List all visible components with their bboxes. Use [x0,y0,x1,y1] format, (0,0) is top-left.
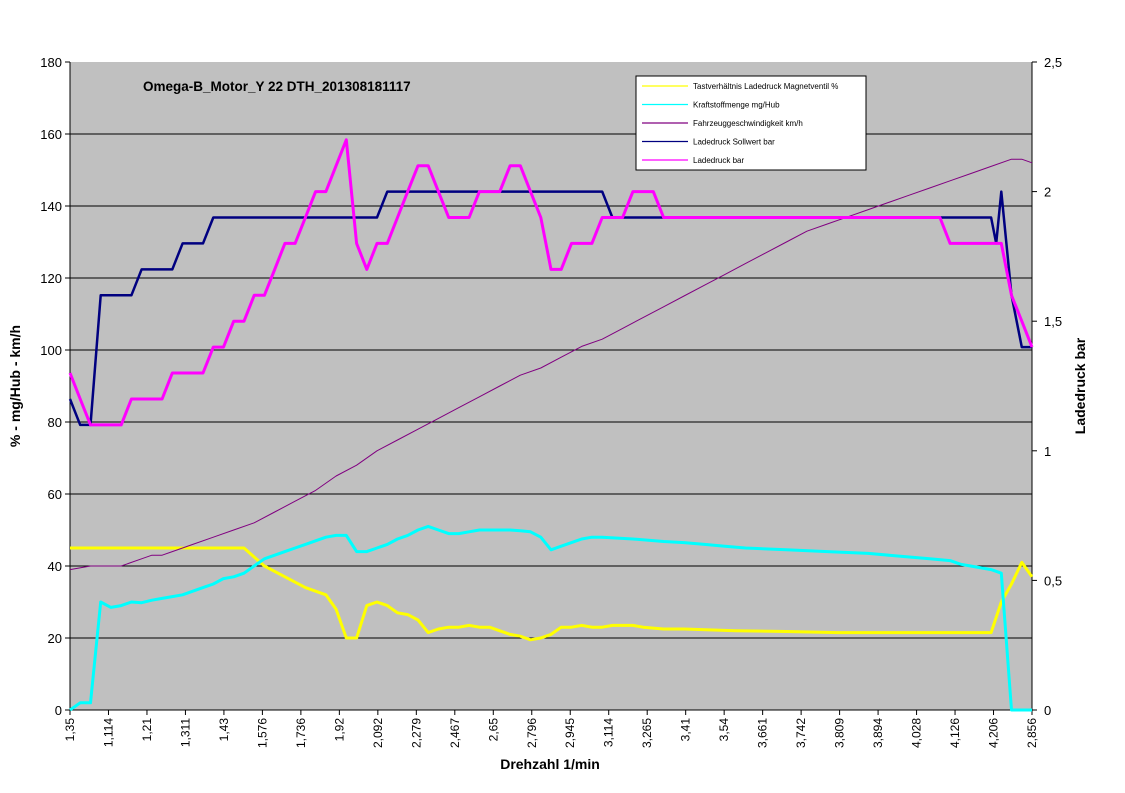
x-tick-label: 2,65 [486,718,500,742]
y-tick-label: 120 [40,271,62,286]
y-tick-label: 180 [40,55,62,70]
y2-tick-label: 2 [1044,185,1051,200]
x-tick-label: 2,467 [448,718,462,748]
y-axis-left: 0 20 40 60 80 100 120 140 160 180 [40,55,71,718]
x-tick-label: 3,114 [602,718,616,747]
y-tick-label: 60 [48,487,62,502]
x-tick-label: 4,206 [987,718,1001,748]
series-line [68,138,1034,427]
y-axis-right: 0 0,5 1 1,5 2 2,5 [1031,55,1062,718]
x-tick-label: 3,894 [871,718,885,748]
y-tick-label: 20 [48,631,62,646]
x-tick-label: 4,028 [910,718,924,748]
y2-tick-label: 1 [1044,444,1051,459]
x-tick-label: 4,126 [948,718,962,748]
y2-tick-label: 2,5 [1044,55,1062,70]
x-tick-label: 1,736 [294,718,308,748]
x-tick-label: 3,809 [833,718,847,748]
y-tick-label: 160 [40,127,62,142]
x-tick-label: 3,742 [794,718,808,748]
x-tick-label: 1,43 [217,718,231,742]
x-tick-label: 1,114 [101,718,115,747]
legend-label: Tastverhältnis Ladedruck Magnetventil % [693,82,838,91]
series-line [70,546,1034,642]
x-axis-title: Drehzahl 1/min [500,756,600,772]
x-tick-label: 2,945 [563,718,577,748]
chart-title: Omega-B_Motor_Y 22 DTH_201308181117 [143,79,411,94]
y-tick-label: 40 [48,559,62,574]
x-tick-label: 3,54 [717,718,731,742]
x-tick-label: 1,576 [255,718,269,748]
legend-label: Kraftstoffmenge mg/Hub [693,101,780,110]
legend-label: Ladedruck bar [693,156,744,165]
series-line [69,158,1033,571]
x-tick-label: 1,92 [332,718,346,742]
y2-tick-label: 0,5 [1044,573,1062,588]
y-tick-label: 80 [48,415,62,430]
x-tick-label: 3,41 [679,718,693,742]
y2-axis-title: Ladedruck bar [1072,337,1088,434]
legend: Tastverhältnis Ladedruck Magnetventil % K… [635,75,867,171]
y2-tick-label: 1,5 [1044,314,1062,329]
x-tick-label: 1,21 [140,718,154,742]
x-tick-label: 2,796 [525,718,539,748]
y-tick-label: 0 [55,703,62,718]
plot-area [70,62,1032,710]
x-tick-label: 2,092 [371,718,385,748]
x-tick-label: 2,279 [409,718,423,748]
y-tick-label: 140 [40,199,62,214]
y-tick-label: 100 [40,343,62,358]
x-tick-label: 3,661 [756,718,770,748]
legend-label: Fahrzeuggeschwindigkeit km/h [693,119,803,128]
x-tick-label: 3,265 [640,718,654,748]
series-line [69,524,1032,712]
series-line [68,190,1032,427]
y2-tick-label: 0 [1044,703,1051,718]
gridlines [70,133,1032,639]
x-axis: 1,35 1,114 1,21 1,311 1,43 1,576 1,736 1,92 2,09… [63,709,1039,748]
x-tick-label: 1,311 [178,718,192,747]
legend-label: Ladedruck Sollwert bar [693,138,775,147]
y-axis-title: % - mg/Hub - km/h [7,325,23,447]
series-lines [68,138,1034,712]
x-tick-label: 2,856 [1025,718,1039,748]
x-tick-label: 1,35 [63,718,77,742]
